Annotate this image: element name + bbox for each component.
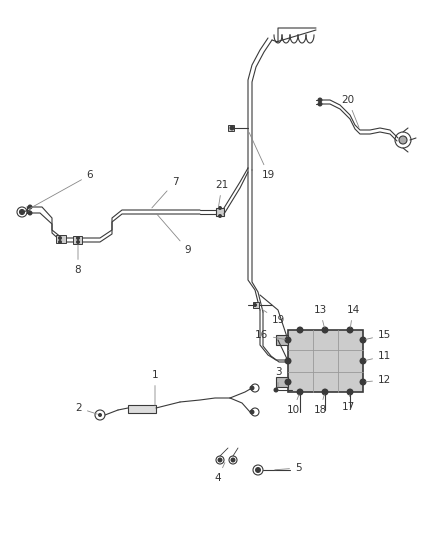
Text: 11: 11 xyxy=(366,351,391,361)
Bar xyxy=(228,125,234,131)
Text: 15: 15 xyxy=(366,330,391,340)
Circle shape xyxy=(273,387,279,392)
Bar xyxy=(276,377,288,387)
Bar xyxy=(128,405,156,413)
Text: 12: 12 xyxy=(366,375,391,385)
Circle shape xyxy=(250,409,254,415)
Circle shape xyxy=(297,389,304,395)
Circle shape xyxy=(360,378,367,385)
Circle shape xyxy=(58,240,62,244)
Circle shape xyxy=(318,101,322,107)
Text: 20: 20 xyxy=(342,95,359,127)
Circle shape xyxy=(253,303,257,307)
Text: 17: 17 xyxy=(341,395,355,412)
Text: 21: 21 xyxy=(215,180,229,207)
Text: 2: 2 xyxy=(75,403,97,414)
Text: 8: 8 xyxy=(75,245,81,275)
Text: 13: 13 xyxy=(313,305,327,327)
Circle shape xyxy=(76,236,80,240)
Text: 5: 5 xyxy=(275,463,302,473)
Bar xyxy=(253,302,259,308)
Circle shape xyxy=(255,467,261,473)
Circle shape xyxy=(346,327,353,334)
Circle shape xyxy=(285,358,292,365)
Circle shape xyxy=(346,389,353,395)
Circle shape xyxy=(98,413,102,417)
Text: 19: 19 xyxy=(262,310,285,325)
Text: 9: 9 xyxy=(157,214,191,255)
Bar xyxy=(56,235,66,243)
Bar xyxy=(276,335,288,345)
Circle shape xyxy=(285,336,292,343)
Circle shape xyxy=(218,457,223,463)
Circle shape xyxy=(28,205,32,209)
Text: 7: 7 xyxy=(152,177,178,208)
Circle shape xyxy=(360,336,367,343)
Text: 10: 10 xyxy=(286,394,300,415)
Text: 16: 16 xyxy=(255,330,285,340)
Circle shape xyxy=(76,240,80,244)
Text: 14: 14 xyxy=(346,305,360,327)
Text: 6: 6 xyxy=(29,170,93,208)
Circle shape xyxy=(230,457,236,463)
Bar xyxy=(216,208,224,216)
Circle shape xyxy=(360,358,367,365)
Text: 18: 18 xyxy=(313,394,327,415)
Circle shape xyxy=(399,136,407,144)
Circle shape xyxy=(318,98,322,102)
Circle shape xyxy=(28,211,32,215)
Bar xyxy=(73,236,82,244)
Text: 1: 1 xyxy=(152,370,158,405)
Circle shape xyxy=(321,327,328,334)
Text: 4: 4 xyxy=(215,463,225,483)
Circle shape xyxy=(285,378,292,385)
Circle shape xyxy=(250,385,254,391)
Circle shape xyxy=(58,236,62,240)
Bar xyxy=(288,330,363,392)
Circle shape xyxy=(230,125,234,131)
Circle shape xyxy=(20,209,25,214)
Circle shape xyxy=(321,389,328,395)
Circle shape xyxy=(218,214,222,218)
Circle shape xyxy=(218,206,222,210)
Text: 3: 3 xyxy=(275,367,281,387)
Circle shape xyxy=(297,327,304,334)
Text: 19: 19 xyxy=(249,133,275,180)
